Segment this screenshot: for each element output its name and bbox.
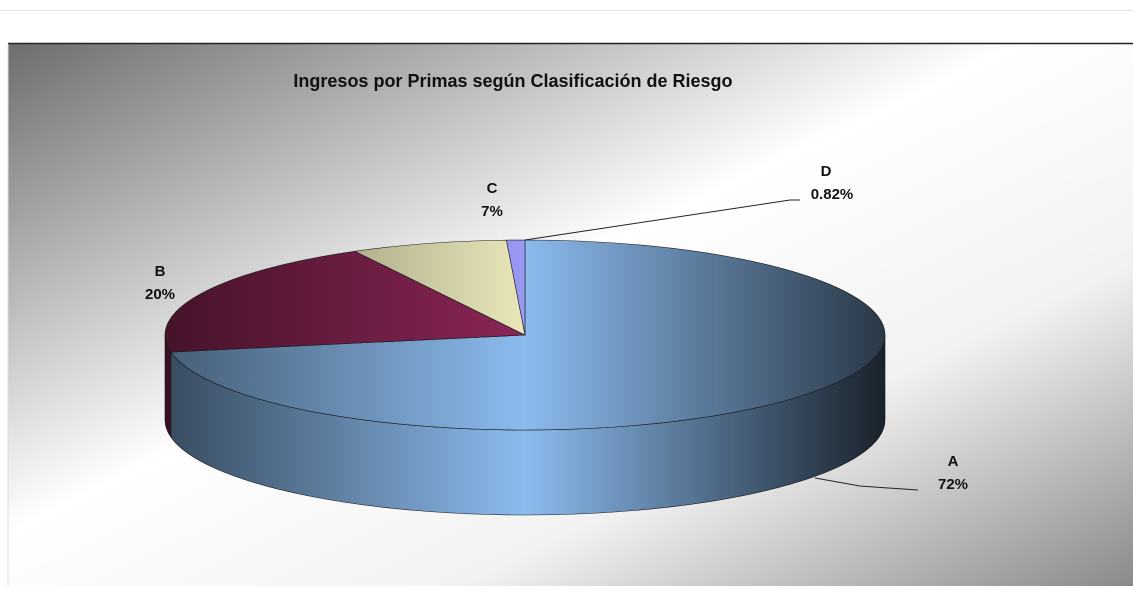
category-label: B	[155, 263, 166, 280]
labels: A 72% B 20% C 7% D 0.82%	[145, 163, 968, 493]
value-label: 0.82%	[811, 186, 854, 203]
slice	[353, 239, 526, 336]
leader-line	[814, 477, 919, 491]
category-label: A	[948, 453, 959, 470]
slice	[164, 250, 527, 353]
pie	[164, 239, 886, 516]
chart-title: Ingresos por Primas según Clasificación …	[293, 71, 732, 91]
value-label: 72%	[938, 476, 968, 493]
category-label: C	[487, 180, 498, 197]
leader-line	[524, 199, 800, 241]
slice	[170, 239, 886, 431]
value-label: 7%	[481, 203, 503, 220]
value-label: 20%	[145, 286, 175, 303]
category-label: D	[821, 163, 832, 180]
slice	[506, 239, 526, 336]
